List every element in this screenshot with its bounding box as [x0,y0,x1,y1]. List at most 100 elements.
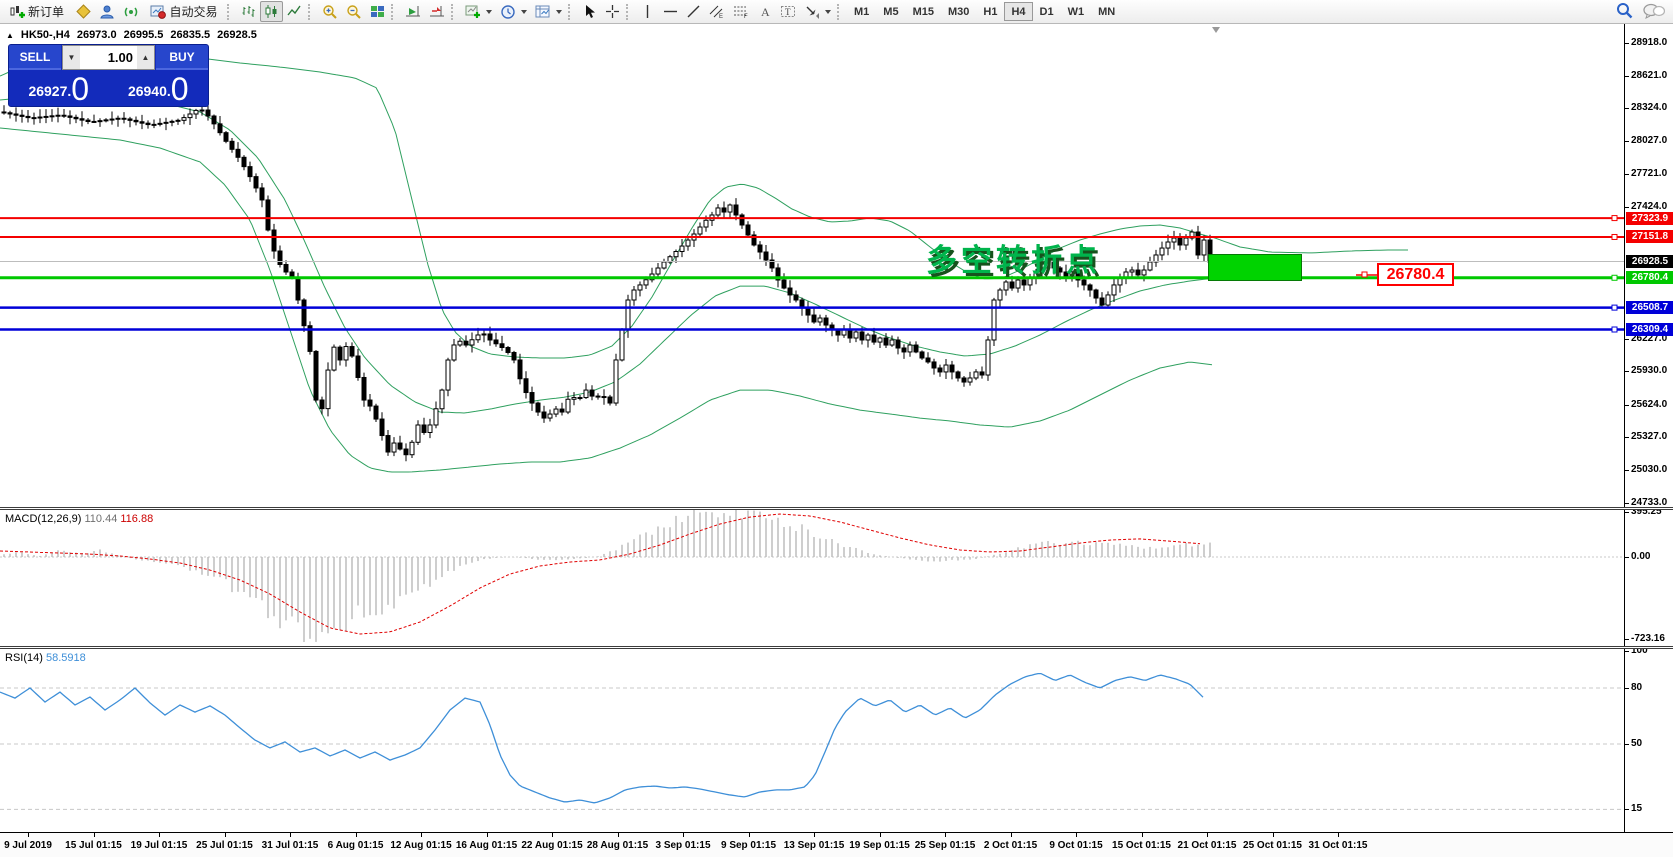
time-tick-mark [1272,833,1274,837]
macd-scale-tick [1625,557,1629,558]
price-tick-label: 25030.0 [1631,464,1668,476]
price-line-label: 27151.8 [1626,230,1673,244]
highlight-rectangle[interactable] [1208,254,1302,281]
community-button[interactable] [95,1,119,22]
equidistant-channel-button[interactable]: E [705,1,729,22]
price-callout-box[interactable]: 26780.4 [1377,263,1454,286]
price-tick-mark [1625,174,1629,176]
level-line-anchor[interactable] [1611,274,1618,281]
level-line-anchor[interactable] [1611,304,1618,311]
callout-anchor[interactable] [1361,271,1368,278]
timeframe-button-d1[interactable]: D1 [1033,2,1061,21]
macd-signal-line [0,513,1201,635]
chart-shift-button[interactable] [425,1,449,22]
metaeditor-button[interactable] [72,1,95,22]
auto-scroll-button[interactable] [401,1,425,22]
rsi-pane-canvas [0,672,1624,810]
new-order-button[interactable]: 新订单 [2,1,72,22]
time-axis[interactable]: 9 Jul 2019 15 Jul 01:15 19 Jul 01:15 25 Jul… [0,832,1673,857]
fibonacci-button[interactable]: F [729,1,753,22]
ohlc-high: 26995.5 [123,29,164,41]
volume-decrease-button[interactable]: ▼ [63,46,80,69]
volume-stepper: ▼ ▲ [62,45,155,70]
time-tick-label: 16 Aug 01:15 [455,840,518,851]
rsi-scale-label: 15 [1631,803,1643,815]
arrows-button[interactable] [800,1,835,22]
crosshair-button[interactable] [601,1,624,22]
text-label-button[interactable]: T [776,1,800,22]
templates-button[interactable] [531,1,566,22]
symbol-title: HK50-,H4 [20,29,70,41]
chart-area: ▲ HK50-,H4 26973.0 26995.5 26835.5 26928… [0,24,1673,857]
macd-scale-label: 395.25 [1631,506,1662,518]
svg-text:A: A [761,5,770,19]
time-tick-mark [683,833,684,837]
timeframe-button-w1[interactable]: W1 [1061,2,1092,21]
buy-price[interactable]: 26940. 0 [127,71,189,107]
periods-button[interactable] [496,1,531,22]
time-tick-label: 13 Sep 01:15 [783,840,845,851]
price-scale[interactable]: 28918.0 28621.0 28324.0 28027.0 27721.0 27424… [1624,24,1673,832]
pane-divider[interactable] [0,646,1673,649]
time-tick-label: 9 Jul 2019 [4,840,52,851]
cursor-button[interactable] [578,1,601,22]
time-tick-mark [290,833,291,837]
level-line-anchor[interactable] [1611,326,1618,333]
volume-increase-button[interactable]: ▲ [137,46,154,69]
vertical-line-button[interactable] [636,1,659,22]
tile-windows-button[interactable] [366,1,389,22]
volume-input[interactable] [80,46,137,69]
timeframe-button-m5[interactable]: M5 [876,2,905,21]
price-line-label: 26780.4 [1626,271,1673,285]
time-tick-label: 25 Oct 01:15 [1243,840,1302,851]
timeframe-button-m15[interactable]: M15 [906,2,941,21]
zoom-out-button[interactable] [342,1,366,22]
signals-button[interactable] [119,1,143,22]
text-button[interactable]: A [753,1,776,22]
bollinger-lower-band [0,127,1213,473]
sell-price[interactable]: 26927. 0 [28,71,90,107]
price-line-label: 26309.4 [1626,323,1673,336]
bar-chart-button[interactable] [237,1,260,22]
timeframe-button-h4[interactable]: H4 [1004,2,1033,21]
candlestick-chart-button[interactable] [260,1,283,22]
indicators-button[interactable] [461,1,496,22]
time-tick-mark [28,833,29,837]
time-tick-mark [159,833,160,837]
toolbar: 新订单 自动交易 [0,0,1673,24]
time-tick-label: 15 Oct 01:15 [1112,840,1171,851]
new-order-label: 新订单 [27,5,64,19]
dropdown-caret [825,9,831,14]
line-chart-button[interactable] [283,1,306,22]
panel-collapse-toggle[interactable]: ▲ [6,30,14,40]
timeframe-button-m30[interactable]: M30 [941,2,976,21]
pane-divider[interactable] [0,507,1673,510]
price-line-label: 26928.5 [1626,255,1673,268]
chart-shift-marker[interactable] [1212,27,1220,33]
trendline-button[interactable] [682,1,705,22]
zoom-in-button[interactable] [318,1,342,22]
time-tick-label: 12 Aug 01:15 [390,840,452,851]
time-tick-mark [879,833,881,837]
symbol-info-bar: ▲ HK50-,H4 26973.0 26995.5 26835.5 26928… [6,29,257,41]
level-line-anchor[interactable] [1611,233,1618,240]
price-tick-label: 25930.0 [1631,365,1668,377]
arrows-icon [806,6,819,19]
timeframe-button-mn[interactable]: MN [1091,2,1122,21]
autotrading-button[interactable]: 自动交易 [143,1,225,22]
timeframe-button-h1[interactable]: H1 [976,2,1004,21]
time-tick-label: 22 Aug 01:15 [521,840,583,851]
sell-button[interactable]: SELL [9,45,61,70]
chat-icon[interactable] [1643,3,1665,19]
annotation-text[interactable]: 多空转折点 [926,243,1101,278]
community-icon [100,5,114,19]
time-tick-label: 2 Oct 01:15 [983,840,1038,851]
buy-button[interactable]: BUY [156,45,208,70]
macd-histogram [3,510,1211,642]
search-icon[interactable] [1616,2,1633,19]
bollinger-upper-band [0,45,1408,359]
level-line-anchor[interactable] [1611,215,1618,222]
timeframe-button-m1[interactable]: M1 [847,2,876,21]
horizontal-line-button[interactable] [659,1,682,22]
